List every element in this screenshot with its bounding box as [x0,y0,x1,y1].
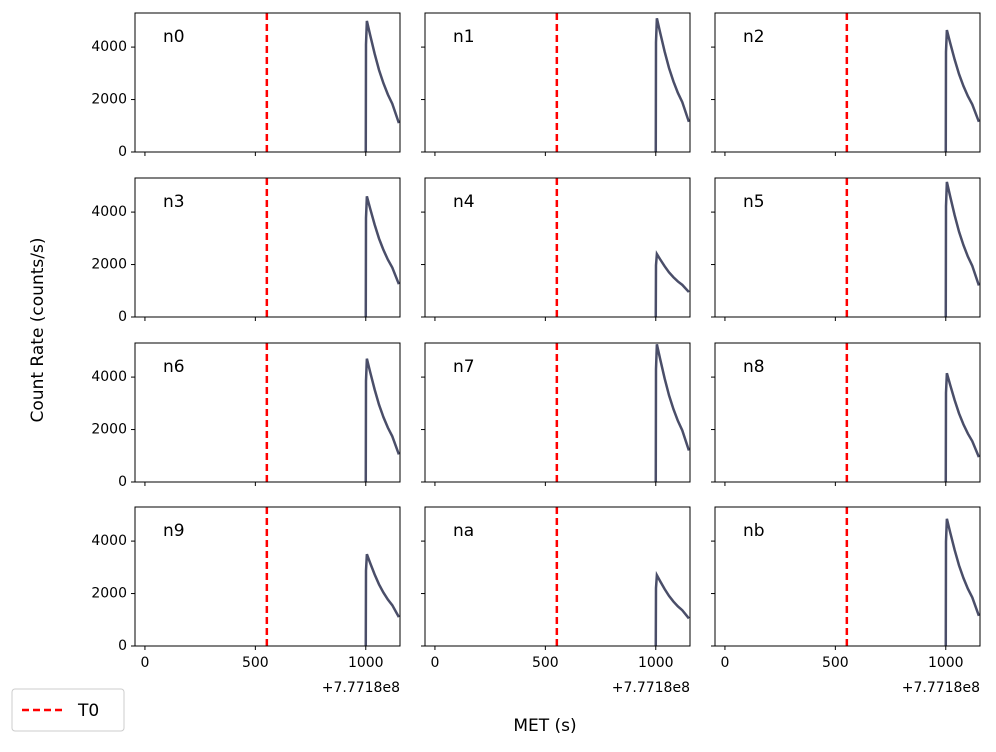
x-tick-label: 500 [242,655,269,671]
x-tick-label: 1000 [928,655,964,671]
x-tick-label: 500 [822,655,849,671]
panel-title: n6 [163,357,185,377]
x-tick-label: 0 [720,655,729,671]
panel-plot [845,178,980,317]
panel-plot [845,13,980,152]
legend-box [11,688,125,732]
x-tick-label: 1000 [638,655,674,671]
panel-title: nb [743,521,765,541]
y-tick-label: 4000 [91,369,127,385]
panel-plot [555,178,690,317]
panel-title: n2 [743,27,765,47]
count-rate-line [364,358,400,482]
panel-frame [424,506,691,647]
panel-plot [845,507,980,646]
panel-plot [555,507,690,646]
y-tick-label: 2000 [91,422,127,438]
legend: T0 [11,688,125,732]
panel-plot [265,178,400,317]
panel-frame [134,342,401,483]
y-tick-label: 4000 [91,204,127,220]
panel-title: n3 [163,192,185,212]
panel-frame [714,506,981,647]
y-tick-label: 4000 [91,39,127,55]
legend-label: T0 [77,701,99,721]
panel-title: na [453,521,474,541]
count-rate-line [654,250,690,317]
panel-plot [265,343,400,482]
panel-plot [265,507,400,646]
panel-title: n8 [743,357,765,377]
panel-title: n0 [163,27,185,47]
count-rate-line [654,17,690,152]
y-tick-label: 4000 [91,533,127,549]
count-rate-line [944,181,980,317]
panel-frame [424,12,691,153]
y-tick-label: 2000 [91,257,127,273]
panel-frame [134,506,401,647]
x-offset-label: +7.7718e8 [902,680,980,696]
count-rate-line [944,29,980,152]
panel-frame [134,12,401,153]
x-tick-label: 0 [140,655,149,671]
panel-frame [134,177,401,318]
panel-frame [714,342,981,483]
panel-title: n9 [163,521,185,541]
x-tick-label: 1000 [348,655,384,671]
panel-plot [555,343,690,482]
panel-title: n5 [743,192,765,212]
panel-frame [424,342,691,483]
y-tick-label: 2000 [91,92,127,108]
count-rate-line [944,372,980,482]
count-rate-line [364,196,400,317]
x-tick-label: 500 [532,655,559,671]
count-rate-line [654,344,690,482]
y-axis-label: Count Rate (counts/s) [28,238,48,423]
y-tick-label: 0 [118,144,127,160]
count-rate-line [944,518,980,646]
panel-title: n1 [453,27,475,47]
panel-plot [845,343,980,482]
panel-plot [555,13,690,152]
panel-frame [714,12,981,153]
count-rate-line [654,570,690,646]
y-tick-label: 0 [118,309,127,325]
y-tick-label: 0 [118,638,127,654]
count-rate-line [364,20,400,152]
x-axis-label: MET (s) [513,716,576,736]
x-offset-label: +7.7718e8 [322,680,400,696]
x-tick-label: 0 [430,655,439,671]
panel-plot [265,13,400,152]
y-tick-label: 0 [118,474,127,490]
panel-title: n7 [453,357,475,377]
panel-title: n4 [453,192,475,212]
panel-frame [424,177,691,318]
count-rate-line [364,553,400,646]
y-tick-label: 2000 [91,586,127,602]
x-offset-label: +7.7718e8 [612,680,690,696]
panel-frame [714,177,981,318]
